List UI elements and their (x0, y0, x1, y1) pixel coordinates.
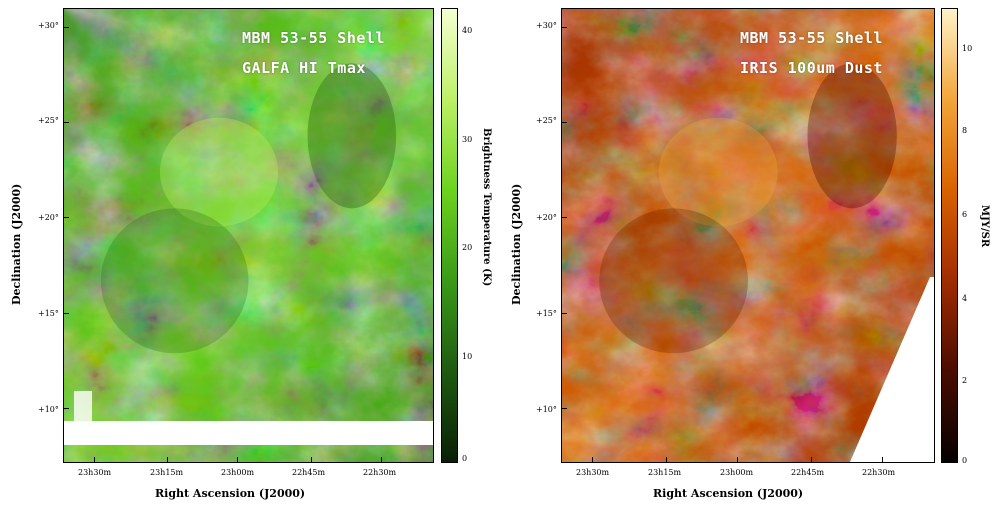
ra-tick-mark (736, 457, 738, 462)
dec-tick: +10° (38, 405, 59, 414)
dust-intensity-map: MBM 53-55 Shell IRIS 100um Dust (561, 8, 935, 463)
dec-tick-mark (64, 27, 69, 29)
hi-colorbar-tick: 10 (462, 352, 473, 361)
dec-tick-mark (562, 217, 567, 219)
ra-tick-mark (811, 457, 813, 462)
dust-xlabel: Right Ascension (J2000) (653, 487, 804, 500)
ra-tick-mark (237, 457, 239, 462)
dust-map-title: MBM 53-55 Shell (740, 29, 883, 47)
dec-tick-mark (64, 122, 69, 124)
ra-tick: 22h45m (292, 468, 326, 477)
dec-tick-mark (562, 407, 567, 409)
dec-tick: +20° (536, 213, 557, 222)
dec-tick: +30° (536, 21, 557, 30)
hi-colorbar-tick: 20 (462, 243, 473, 252)
dec-tick: +30° (38, 21, 59, 30)
dec-tick-mark (64, 312, 69, 314)
dust-map-image (562, 9, 934, 462)
ra-tick: 23h15m (150, 468, 184, 477)
ra-tick-mark (881, 457, 883, 462)
ra-tick: 23h00m (221, 468, 255, 477)
ra-tick: 22h30m (363, 468, 397, 477)
hi-xlabel: Right Ascension (J2000) (155, 487, 306, 500)
dec-tick: +15° (536, 309, 557, 318)
dust-colorbar-tick: 0 (962, 456, 968, 465)
dec-tick-mark (562, 312, 567, 314)
dec-tick: +25° (536, 116, 557, 125)
hi-colorbar-label: Brightness Temperature (K) (481, 128, 492, 287)
ra-tick: 22h45m (791, 468, 825, 477)
dust-colorbar-tick: 8 (962, 126, 968, 135)
ra-tick-mark (93, 457, 95, 462)
ra-tick: 23h30m (576, 468, 610, 477)
dec-tick: +25° (38, 116, 59, 125)
dust-colorbar (941, 8, 958, 463)
dust-colorbar-tick: 6 (962, 210, 968, 219)
dec-tick-mark (64, 217, 69, 219)
ra-tick-mark (167, 457, 169, 462)
dust-colorbar-tick: 4 (962, 294, 968, 303)
dust-colorbar-tick: 2 (962, 376, 968, 385)
ra-tick: 22h30m (862, 468, 896, 477)
dec-tick: +20° (38, 213, 59, 222)
dec-tick-mark (562, 27, 567, 29)
ra-tick-mark (311, 457, 313, 462)
ra-tick: 23h00m (720, 468, 754, 477)
hi-colorbar-tick: 40 (462, 26, 473, 35)
ra-tick: 23h30m (78, 468, 112, 477)
hi-colorbar-tick: 30 (462, 135, 473, 144)
dec-tick-mark (64, 407, 69, 409)
hi-map-subtitle: GALFA HI Tmax (242, 59, 366, 77)
dec-tick: +10° (536, 405, 557, 414)
dec-tick-mark (562, 122, 567, 124)
hi-map-title: MBM 53-55 Shell (242, 29, 385, 47)
hi-colorbar (441, 8, 458, 463)
dust-colorbar-label: MJY/SR (979, 205, 990, 248)
ra-tick: 23h15m (648, 468, 682, 477)
hi-colorbar-tick: 0 (462, 454, 468, 463)
hi-intensity-map: MBM 53-55 Shell GALFA HI Tmax (63, 8, 434, 463)
hi-ylabel: Declination (J2000) (10, 183, 23, 305)
dust-ylabel: Declination (J2000) (510, 183, 523, 305)
ra-tick-mark (591, 457, 593, 462)
hi-map-image (64, 9, 433, 462)
dust-map-subtitle: IRIS 100um Dust (740, 59, 883, 77)
dust-colorbar-tick: 10 (962, 44, 973, 53)
ra-tick-mark (666, 457, 668, 462)
dec-tick: +15° (38, 309, 59, 318)
ra-tick-mark (381, 457, 383, 462)
